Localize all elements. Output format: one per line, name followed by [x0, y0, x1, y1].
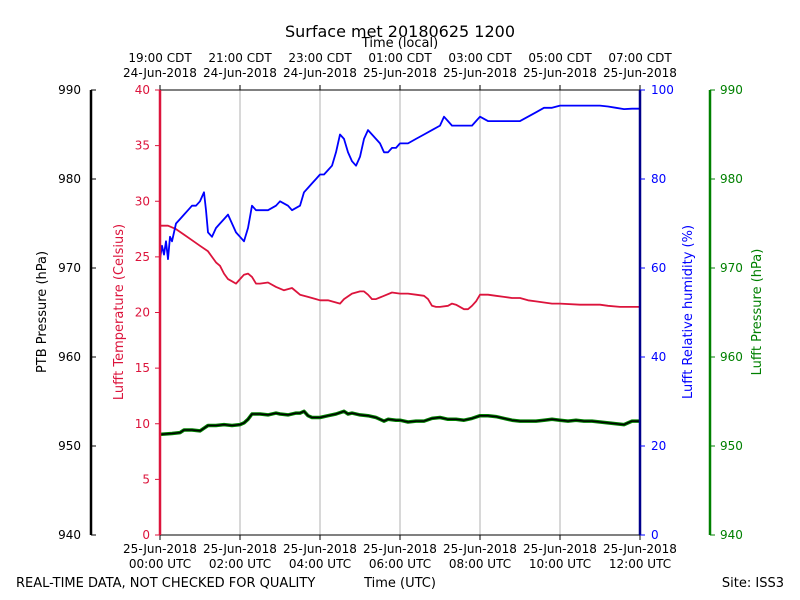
temperature-axis-label: Lufft Temperature (Celsius): [112, 224, 127, 400]
ptb-pressure-tick-label: 970: [58, 261, 81, 275]
quality-disclaimer: REAL-TIME DATA, NOT CHECKED FOR QUALITY: [16, 576, 315, 591]
top-axis-label: Time (local): [361, 36, 438, 51]
top-tick-date: 24-Jun-2018: [123, 66, 197, 80]
humidity-tick-label: 60: [651, 261, 666, 275]
top-tick-time: 03:00 CDT: [448, 51, 512, 65]
top-tick-time: 21:00 CDT: [208, 51, 272, 65]
temperature-tick-label: 25: [135, 250, 150, 264]
humidity-tick-label: 100: [651, 83, 674, 97]
ptb-pressure-tick-label: 950: [58, 439, 81, 453]
bottom-tick-time: 04:00 UTC: [289, 557, 351, 571]
temperature-tick-label: 10: [135, 417, 150, 431]
site-label: Site: ISS3: [722, 576, 784, 591]
top-tick-date: 25-Jun-2018: [363, 66, 437, 80]
temperature-tick-label: 40: [135, 83, 150, 97]
bottom-tick-date: 25-Jun-2018: [123, 542, 197, 556]
bottom-tick-time: 08:00 UTC: [449, 557, 511, 571]
lufft-pressure-tick-label: 970: [720, 261, 743, 275]
temperature-tick-label: 5: [142, 472, 150, 486]
top-tick-time: 07:00 CDT: [608, 51, 672, 65]
lufft-pressure-tick-label: 960: [720, 350, 743, 364]
ptb-pressure-tick-label: 990: [58, 83, 81, 97]
top-tick-time: 05:00 CDT: [528, 51, 592, 65]
temperature-tick-label: 30: [135, 194, 150, 208]
temperature-tick-label: 20: [135, 306, 150, 320]
temperature-tick-label: 35: [135, 139, 150, 153]
top-tick-date: 24-Jun-2018: [203, 66, 277, 80]
lufft-pressure-tick-label: 940: [720, 528, 743, 542]
lufft-temperature-line: [160, 224, 640, 311]
lufft-relative-humidity-line: [159, 104, 640, 260]
bottom-tick-date: 25-Jun-2018: [283, 542, 357, 556]
top-tick-time: 19:00 CDT: [128, 51, 192, 65]
bottom-tick-date: 25-Jun-2018: [363, 542, 437, 556]
bottom-tick-time: 12:00 UTC: [609, 557, 671, 571]
top-tick-date: 25-Jun-2018: [443, 66, 517, 80]
bottom-tick-date: 25-Jun-2018: [203, 542, 277, 556]
lufft-pressure-axis-label: Lufft Pressure (hPa): [750, 249, 765, 376]
temperature-tick-label: 0: [142, 528, 150, 542]
chart-title: Surface met 20180625 1200: [285, 22, 515, 41]
ptb-pressure-axis-label: PTB Pressure (hPa): [35, 251, 50, 373]
lufft-pressure-tick-label: 990: [720, 83, 743, 97]
top-tick-time: 01:00 CDT: [368, 51, 432, 65]
ptb-pressure-tick-label: 940: [58, 528, 81, 542]
humidity-tick-label: 40: [651, 350, 666, 364]
bottom-tick-time: 00:00 UTC: [129, 557, 191, 571]
ptb-pressure-tick-label: 960: [58, 350, 81, 364]
bottom-tick-date: 25-Jun-2018: [443, 542, 517, 556]
bottom-tick-date: 25-Jun-2018: [523, 542, 597, 556]
humidity-tick-label: 80: [651, 172, 666, 186]
top-tick-date: 24-Jun-2018: [283, 66, 357, 80]
bottom-axis-label: Time (UTC): [363, 576, 436, 591]
ptb-pressure-tick-label: 980: [58, 172, 81, 186]
humidity-axis-label: Lufft Relative humidity (%): [681, 225, 696, 399]
bottom-tick-date: 25-Jun-2018: [603, 542, 677, 556]
temperature-tick-label: 15: [135, 361, 150, 375]
data-series: [159, 104, 640, 437]
gridlines: [239, 90, 561, 535]
ptb-pressure-line: [159, 410, 640, 436]
bottom-tick-time: 02:00 UTC: [209, 557, 271, 571]
lufft-pressure-tick-label: 980: [720, 172, 743, 186]
lufft-pressure-tick-label: 950: [720, 439, 743, 453]
humidity-tick-label: 0: [651, 528, 659, 542]
top-tick-time: 23:00 CDT: [288, 51, 352, 65]
top-tick-date: 25-Jun-2018: [523, 66, 597, 80]
humidity-tick-label: 20: [651, 439, 666, 453]
bottom-tick-time: 10:00 UTC: [529, 557, 591, 571]
bottom-tick-time: 06:00 UTC: [369, 557, 431, 571]
top-tick-date: 25-Jun-2018: [603, 66, 677, 80]
